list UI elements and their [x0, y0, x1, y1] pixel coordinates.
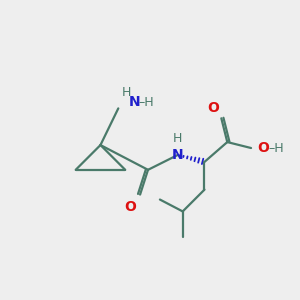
Text: H: H [122, 86, 131, 99]
Text: O: O [124, 200, 136, 214]
Text: O: O [257, 141, 269, 155]
Text: O: O [208, 101, 219, 116]
Text: N: N [172, 148, 184, 162]
Text: –H: –H [268, 142, 283, 154]
Text: N: N [128, 95, 140, 110]
Text: –H: –H [138, 96, 154, 109]
Text: H: H [173, 132, 182, 145]
